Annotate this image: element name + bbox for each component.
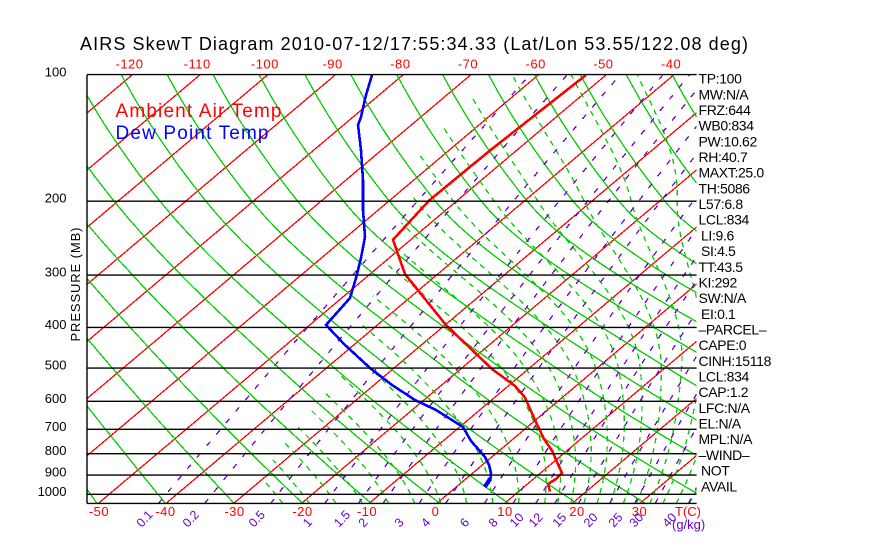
- svg-text:CAP:1.2: CAP:1.2: [699, 384, 749, 400]
- svg-text:KI:292: KI:292: [699, 274, 738, 290]
- svg-text:Dew Point Temp: Dew Point Temp: [116, 123, 269, 144]
- svg-text:LFC:N/A: LFC:N/A: [699, 400, 751, 416]
- svg-text:AIRS SkewT Diagram 2010-07-12/: AIRS SkewT Diagram 2010-07-12/17:55:34.3…: [80, 34, 748, 54]
- svg-text:EI:0.1: EI:0.1: [701, 306, 736, 322]
- svg-text:0: 0: [432, 504, 440, 519]
- svg-text:-40: -40: [155, 504, 175, 519]
- svg-text:-30: -30: [224, 504, 244, 519]
- svg-text:PRESSURE (MB): PRESSURE (MB): [68, 228, 83, 342]
- svg-text:-110: -110: [184, 57, 211, 72]
- svg-text:-50: -50: [593, 57, 613, 72]
- svg-text:CINH:15118: CINH:15118: [699, 353, 772, 369]
- svg-text:LCL:834: LCL:834: [699, 212, 750, 228]
- svg-text:1000: 1000: [38, 484, 67, 499]
- svg-text:800: 800: [45, 443, 67, 458]
- svg-text:-60: -60: [526, 57, 546, 72]
- svg-text:-40: -40: [661, 57, 681, 72]
- svg-text:T(C): T(C): [675, 504, 701, 519]
- svg-text:-20: -20: [292, 504, 312, 519]
- svg-text:PW:10.62: PW:10.62: [699, 133, 758, 149]
- svg-text:(g/kg): (g/kg): [672, 517, 705, 532]
- svg-text:L57:6.8: L57:6.8: [699, 196, 744, 212]
- svg-text:500: 500: [45, 358, 67, 373]
- svg-text:-100: -100: [251, 57, 279, 72]
- svg-text:200: 200: [45, 191, 67, 206]
- svg-text:EL:N/A: EL:N/A: [699, 416, 742, 432]
- svg-text:AVAIL: AVAIL: [701, 478, 737, 494]
- svg-text:400: 400: [45, 317, 67, 332]
- svg-text:600: 600: [45, 391, 67, 406]
- svg-text:TT:43.5: TT:43.5: [699, 259, 744, 275]
- svg-text:MW:N/A: MW:N/A: [699, 86, 750, 102]
- svg-text:SI:4.5: SI:4.5: [701, 243, 736, 259]
- svg-text:30: 30: [632, 504, 647, 519]
- svg-text:-50: -50: [89, 504, 109, 519]
- svg-text:100: 100: [45, 65, 67, 80]
- svg-text:700: 700: [45, 419, 67, 434]
- svg-text:-80: -80: [390, 57, 410, 72]
- svg-text:300: 300: [45, 265, 67, 280]
- svg-text:LI:9.6: LI:9.6: [701, 227, 734, 243]
- svg-text:FRZ:644: FRZ:644: [699, 102, 752, 118]
- svg-text:-70: -70: [458, 57, 478, 72]
- svg-text:–WIND–: –WIND–: [699, 447, 750, 463]
- svg-text:LCL:834: LCL:834: [699, 369, 750, 385]
- svg-text:NOT: NOT: [701, 463, 730, 479]
- svg-text:20: 20: [569, 504, 584, 519]
- svg-text:RH:40.7: RH:40.7: [699, 149, 748, 165]
- svg-text:10: 10: [497, 504, 512, 519]
- svg-text:900: 900: [45, 465, 67, 480]
- svg-text:-120: -120: [115, 57, 143, 72]
- svg-text:SW:N/A: SW:N/A: [699, 290, 747, 306]
- svg-text:WB0:834: WB0:834: [699, 118, 755, 134]
- svg-text:MAXT:25.0: MAXT:25.0: [699, 165, 765, 181]
- svg-text:–PARCEL–: –PARCEL–: [699, 322, 767, 338]
- svg-text:MPL:N/A: MPL:N/A: [699, 431, 754, 447]
- svg-text:Ambient Air Temp: Ambient Air Temp: [116, 101, 282, 122]
- svg-text:TP:100: TP:100: [699, 71, 743, 87]
- svg-text:CAPE:0: CAPE:0: [699, 337, 747, 353]
- svg-text:-10: -10: [357, 504, 377, 519]
- svg-text:TH:5086: TH:5086: [699, 180, 751, 196]
- svg-text:-90: -90: [322, 57, 342, 72]
